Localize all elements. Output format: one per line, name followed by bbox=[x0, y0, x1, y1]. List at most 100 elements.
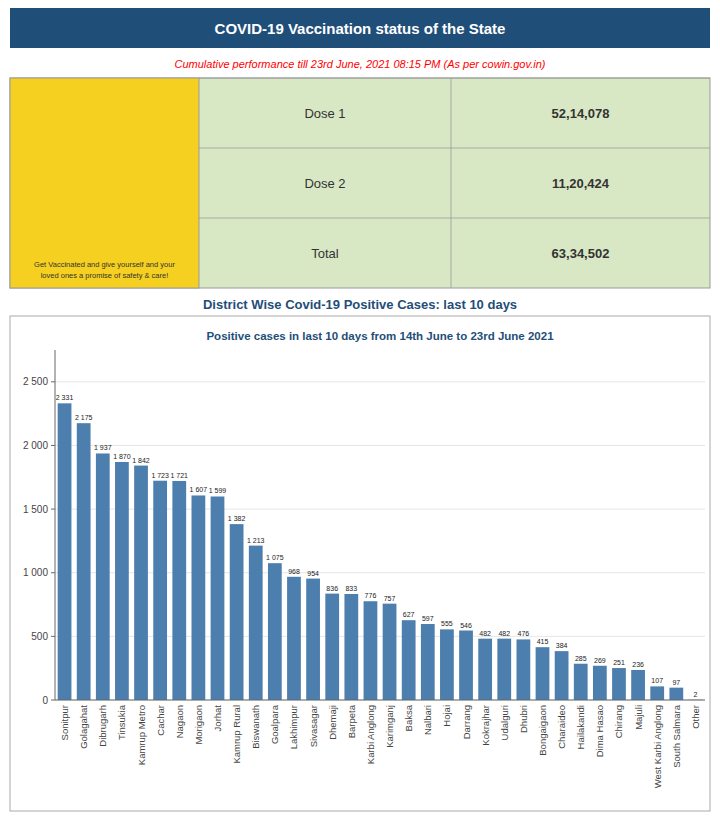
chart-title: Positive cases in last 10 days from 14th… bbox=[206, 330, 554, 342]
table-row-line bbox=[199, 148, 710, 149]
data-label: 482 bbox=[498, 630, 510, 637]
x-tick-label: Hojai bbox=[441, 705, 452, 727]
y-axis-line bbox=[55, 350, 56, 700]
bar bbox=[612, 668, 626, 700]
data-label: 482 bbox=[479, 630, 491, 637]
grid-line bbox=[55, 509, 705, 510]
bar bbox=[440, 629, 454, 700]
x-tick-label: Goalpara bbox=[269, 704, 280, 744]
y-tick bbox=[51, 381, 55, 382]
y-tick-label: 500 bbox=[31, 631, 48, 642]
y-tick bbox=[51, 572, 55, 573]
data-label: 97 bbox=[672, 679, 680, 686]
page-title: COVID-19 Vaccination status of the State bbox=[215, 20, 506, 37]
x-tick-label: South Salmara bbox=[671, 704, 682, 768]
data-label: 627 bbox=[403, 611, 415, 618]
x-tick-label: Golagahat bbox=[78, 705, 89, 749]
x-tick-label: Darrang bbox=[461, 705, 472, 739]
caption-line: Get Vaccinated and give yourself and you… bbox=[34, 260, 175, 269]
data-label: 2 bbox=[693, 691, 697, 698]
data-label: 1 382 bbox=[228, 515, 246, 522]
x-tick-label: Kamrup Metro bbox=[136, 705, 147, 765]
table-label: Dose 2 bbox=[304, 176, 345, 191]
x-tick-label: Sonitpur bbox=[59, 705, 70, 740]
bar bbox=[230, 524, 244, 700]
table-label: Dose 1 bbox=[304, 106, 345, 121]
data-label: 236 bbox=[632, 661, 644, 668]
data-label: 968 bbox=[288, 568, 300, 575]
bar bbox=[383, 604, 397, 700]
data-label: 285 bbox=[575, 655, 587, 662]
y-tick bbox=[51, 700, 55, 701]
bar bbox=[517, 639, 531, 700]
x-tick-label: Cachar bbox=[155, 705, 166, 736]
bars bbox=[58, 403, 703, 700]
data-label: 555 bbox=[441, 620, 453, 627]
bar bbox=[58, 403, 72, 700]
bar bbox=[574, 664, 588, 700]
grid-line bbox=[55, 700, 705, 701]
x-tick-label: Biswanath bbox=[250, 705, 261, 749]
bar bbox=[77, 423, 91, 700]
caption-line: loved ones a promise of safety & care! bbox=[41, 271, 169, 280]
bar bbox=[192, 495, 206, 700]
data-label: 476 bbox=[518, 630, 530, 637]
table-row-line bbox=[199, 78, 710, 79]
bar bbox=[249, 546, 263, 700]
table-bg bbox=[10, 78, 710, 288]
grid-line bbox=[55, 572, 705, 573]
data-label: 1 607 bbox=[190, 486, 208, 493]
page-subtitle: Cumulative performance till 23rd June, 2… bbox=[175, 58, 546, 70]
image-caption: Get Vaccinated and give yourself and you… bbox=[34, 260, 175, 280]
bar bbox=[421, 624, 435, 700]
bar bbox=[268, 563, 282, 700]
data-label: 1 937 bbox=[94, 444, 112, 451]
x-tick-label: Other bbox=[690, 705, 701, 729]
table-divider bbox=[451, 218, 452, 288]
bar bbox=[306, 579, 320, 700]
bar bbox=[325, 594, 339, 700]
image-box bbox=[10, 78, 199, 288]
x-tick-label: Chirang bbox=[613, 705, 624, 738]
data-label: 415 bbox=[537, 638, 549, 645]
table-value: 11,20,424 bbox=[552, 176, 610, 191]
x-tick-label: Dibrugarh bbox=[97, 705, 108, 747]
page: COVID-19 Vaccination status of the State… bbox=[0, 0, 720, 819]
bar bbox=[96, 453, 110, 700]
bar bbox=[593, 666, 607, 700]
table-value: 63,34,502 bbox=[552, 246, 610, 261]
y-tick-label: 0 bbox=[42, 695, 48, 706]
x-tick-label: Dhemaji bbox=[327, 705, 338, 740]
data-label: 757 bbox=[384, 595, 396, 602]
data-label: 1 075 bbox=[266, 554, 284, 561]
x-tick-label: West Karbi Anglong bbox=[652, 705, 663, 788]
x-tick-label: Udalguri bbox=[499, 705, 510, 740]
bar bbox=[402, 620, 416, 700]
bar bbox=[211, 496, 225, 700]
bar bbox=[497, 639, 511, 700]
y-tick-label: 2 500 bbox=[23, 376, 48, 387]
x-tick-label: Karbi Anglong bbox=[365, 705, 376, 764]
data-label: 269 bbox=[594, 657, 606, 664]
bar bbox=[364, 601, 378, 700]
x-tick-label: Hailakandi bbox=[575, 705, 586, 749]
data-label: 597 bbox=[422, 615, 434, 622]
table-divider bbox=[451, 148, 452, 218]
data-label: 1 723 bbox=[151, 472, 169, 479]
bar bbox=[478, 639, 492, 700]
table-label: Total bbox=[311, 246, 339, 261]
data-label: 2 331 bbox=[56, 394, 74, 401]
bar bbox=[153, 481, 167, 700]
table-row-line bbox=[199, 218, 710, 219]
grid-line bbox=[55, 636, 705, 637]
grid-line bbox=[55, 381, 705, 382]
x-tick-label: Sivasagar bbox=[308, 705, 319, 747]
bar bbox=[115, 462, 129, 700]
y-tick-label: 1 500 bbox=[23, 504, 48, 515]
x-tick-label: Morigaon bbox=[193, 705, 204, 745]
x-tick-label: Charaideo bbox=[556, 705, 567, 749]
x-tick-label: Nalbari bbox=[422, 705, 433, 735]
y-tick bbox=[51, 509, 55, 510]
y-tick bbox=[51, 445, 55, 446]
bar bbox=[669, 688, 683, 700]
